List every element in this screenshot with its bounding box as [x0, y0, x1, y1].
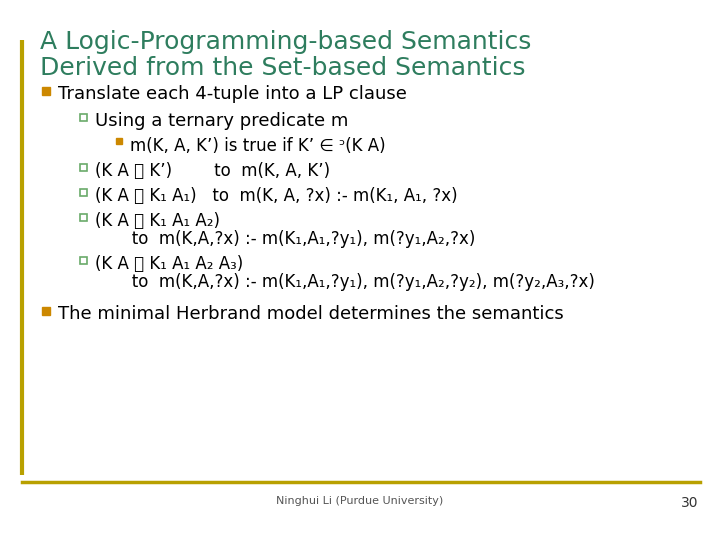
Bar: [42, 307, 50, 315]
Text: A Logic-Programming-based Semantics: A Logic-Programming-based Semantics: [40, 30, 531, 54]
Bar: [42, 87, 50, 95]
Bar: [79, 188, 86, 195]
Bar: [116, 138, 122, 144]
Bar: [79, 256, 86, 264]
Text: to  m(K,A,?x) :- m(K₁,A₁,?y₁), m(?y₁,A₂,?y₂), m(?y₂,A₃,?x): to m(K,A,?x) :- m(K₁,A₁,?y₁), m(?y₁,A₂,?…: [95, 273, 595, 291]
Text: to  m(K,A,?x) :- m(K₁,A₁,?y₁), m(?y₁,A₂,?x): to m(K,A,?x) :- m(K₁,A₁,?y₁), m(?y₁,A₂,?…: [95, 230, 475, 248]
Text: (K A ⩦ K₁ A₁)   to  m(K, A, ?x) :- m(K₁, A₁, ?x): (K A ⩦ K₁ A₁) to m(K, A, ?x) :- m(K₁, A₁…: [95, 187, 458, 205]
Bar: [79, 113, 86, 120]
Bar: [79, 213, 86, 220]
Text: (K A ⩦ K’)        to  m(K, A, K’): (K A ⩦ K’) to m(K, A, K’): [95, 162, 330, 180]
Text: (K A ⩦ K₁ A₁ A₂): (K A ⩦ K₁ A₁ A₂): [95, 212, 220, 230]
Text: Using a ternary predicate m: Using a ternary predicate m: [95, 112, 348, 130]
Text: Ninghui Li (Purdue University): Ninghui Li (Purdue University): [276, 496, 444, 506]
Text: The minimal Herbrand model determines the semantics: The minimal Herbrand model determines th…: [58, 305, 564, 323]
Text: 30: 30: [680, 496, 698, 510]
Text: (K A ⩦ K₁ A₁ A₂ A₃): (K A ⩦ K₁ A₁ A₂ A₃): [95, 255, 243, 273]
Text: Derived from the Set-based Semantics: Derived from the Set-based Semantics: [40, 56, 526, 80]
Bar: [79, 164, 86, 171]
Text: Translate each 4-tuple into a LP clause: Translate each 4-tuple into a LP clause: [58, 85, 407, 103]
Text: m(K, A, K’) is true if K’ ∈ ᵓ(K A): m(K, A, K’) is true if K’ ∈ ᵓ(K A): [130, 137, 386, 155]
